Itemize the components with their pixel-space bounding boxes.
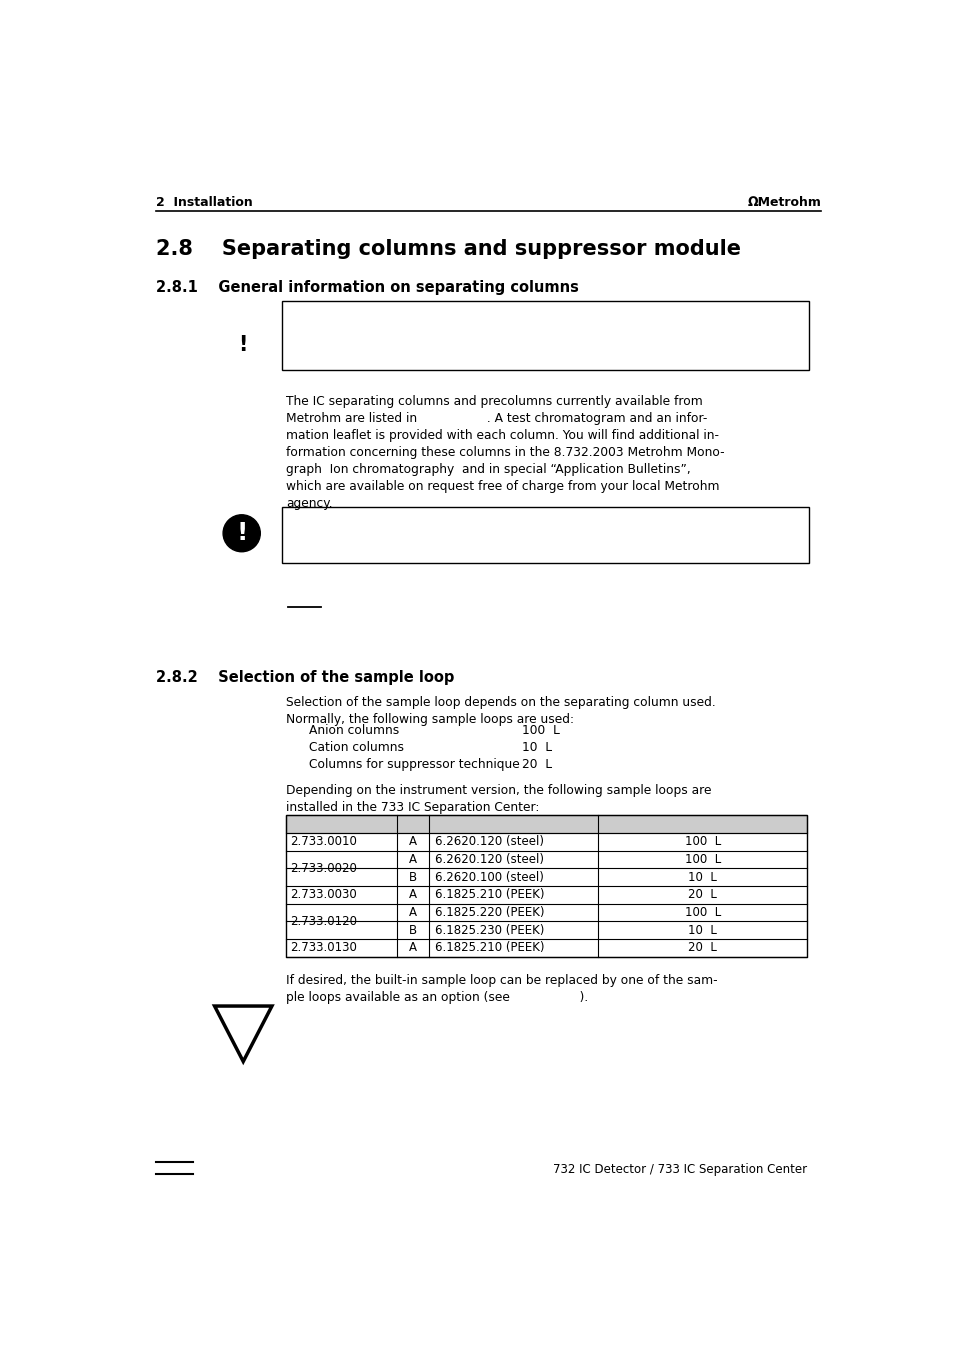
Text: 100  L: 100 L: [684, 907, 720, 919]
Text: Cation columns: Cation columns: [309, 742, 404, 754]
Text: The IC separating columns and precolumns currently available from
Metrohm are li: The IC separating columns and precolumns…: [286, 396, 723, 511]
Text: 6.2620.120 (steel): 6.2620.120 (steel): [435, 835, 544, 848]
Text: A: A: [409, 888, 416, 901]
Text: 2.733.0010: 2.733.0010: [291, 835, 357, 848]
Polygon shape: [214, 1006, 272, 1062]
Text: 2.733.0030: 2.733.0030: [291, 888, 357, 901]
FancyBboxPatch shape: [282, 301, 808, 370]
Text: A: A: [409, 835, 416, 848]
Text: Anion columns: Anion columns: [309, 724, 399, 738]
Text: 2.8.2    Selection of the sample loop: 2.8.2 Selection of the sample loop: [156, 670, 455, 685]
Circle shape: [223, 515, 260, 551]
Text: B: B: [409, 870, 416, 884]
Text: Selection of the sample loop depends on the separating column used.
Normally, th: Selection of the sample loop depends on …: [286, 696, 715, 725]
Text: 6.1825.210 (PEEK): 6.1825.210 (PEEK): [435, 942, 544, 954]
Text: 6.1825.220 (PEEK): 6.1825.220 (PEEK): [435, 907, 544, 919]
Text: 6.2620.100 (steel): 6.2620.100 (steel): [435, 870, 544, 884]
Text: 2.733.0120: 2.733.0120: [291, 915, 357, 928]
Text: 100  L: 100 L: [684, 852, 720, 866]
Text: 2.8    Separating columns and suppressor module: 2.8 Separating columns and suppressor mo…: [156, 239, 740, 259]
Text: 6.1825.210 (PEEK): 6.1825.210 (PEEK): [435, 888, 544, 901]
Text: ΩMetrohm: ΩMetrohm: [747, 196, 821, 208]
Text: Columns for suppressor technique: Columns for suppressor technique: [309, 758, 519, 771]
FancyBboxPatch shape: [282, 507, 808, 562]
Text: 10  L: 10 L: [521, 742, 552, 754]
Text: 20  L: 20 L: [688, 888, 717, 901]
Text: If desired, the built-in sample loop can be replaced by one of the sam-
ple loop: If desired, the built-in sample loop can…: [286, 974, 717, 1004]
FancyBboxPatch shape: [286, 815, 806, 832]
Text: 10  L: 10 L: [688, 870, 717, 884]
Text: A: A: [409, 942, 416, 954]
Text: 732 IC Detector / 733 IC Separation Center: 732 IC Detector / 733 IC Separation Cent…: [553, 1163, 806, 1175]
Text: 10  L: 10 L: [688, 924, 717, 936]
Text: !: !: [238, 335, 248, 354]
Text: 100  L: 100 L: [684, 835, 720, 848]
Text: 2.8.1    General information on separating columns: 2.8.1 General information on separating …: [156, 280, 578, 295]
Text: A: A: [409, 852, 416, 866]
Text: Depending on the instrument version, the following sample loops are
installed in: Depending on the instrument version, the…: [286, 785, 711, 815]
Text: 6.1825.230 (PEEK): 6.1825.230 (PEEK): [435, 924, 544, 936]
Text: 20  L: 20 L: [521, 758, 552, 771]
Text: B: B: [409, 924, 416, 936]
Text: A: A: [409, 907, 416, 919]
Text: !: !: [235, 521, 247, 546]
Text: 100  L: 100 L: [521, 724, 559, 738]
Text: 2.733.0020: 2.733.0020: [291, 862, 357, 874]
Text: 20  L: 20 L: [688, 942, 717, 954]
Text: 2  Installation: 2 Installation: [156, 196, 253, 208]
Text: 6.2620.120 (steel): 6.2620.120 (steel): [435, 852, 544, 866]
Text: 2.733.0130: 2.733.0130: [291, 942, 357, 954]
